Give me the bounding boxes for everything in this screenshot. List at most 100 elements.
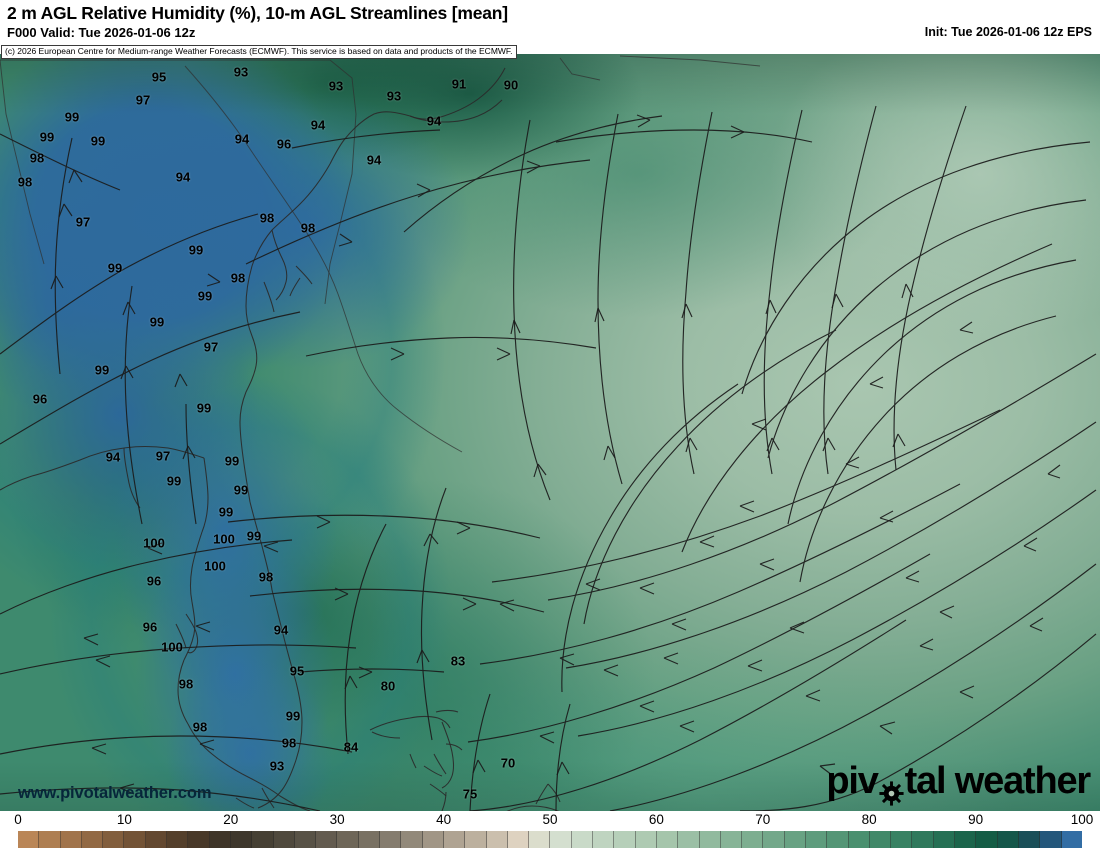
- brand-text-post: tal weather: [904, 760, 1092, 802]
- humidity-value-label: 98: [281, 735, 297, 751]
- valid-time-label: F000 Valid: Tue 2026-01-06 12z: [7, 25, 196, 40]
- colorbar-swatch[interactable]: [1040, 831, 1062, 848]
- colorbar-swatch[interactable]: [1018, 831, 1041, 848]
- colorbar-swatch[interactable]: [912, 831, 934, 848]
- colorbar[interactable]: 0 10 20 30 40 50 60 70 80 90 100: [0, 811, 1100, 850]
- humidity-value-label: 98: [259, 210, 275, 226]
- colorbar-swatch[interactable]: [827, 831, 849, 848]
- humidity-value-label: 99: [233, 482, 249, 498]
- colorbar-swatch[interactable]: [571, 831, 594, 848]
- gear-icon: [879, 773, 904, 806]
- humidity-value-label: 95: [289, 663, 305, 679]
- colorbar-swatch[interactable]: [997, 831, 1019, 848]
- humidity-value-label: 99: [188, 242, 204, 258]
- colorbar-swatch[interactable]: [337, 831, 359, 848]
- humidity-value-label: 99: [218, 504, 234, 520]
- colorbar-swatch[interactable]: [273, 831, 295, 848]
- humidity-value-label: 83: [450, 653, 466, 669]
- humidity-value-label: 99: [246, 528, 262, 544]
- humidity-value-label: 96: [146, 573, 162, 589]
- colorbar-tick: 80: [861, 812, 877, 827]
- colorbar-swatch[interactable]: [976, 831, 998, 848]
- colorbar-swatch[interactable]: [869, 831, 892, 848]
- colorbar-tick: 0: [14, 812, 22, 827]
- colorbar-swatch[interactable]: [593, 831, 615, 848]
- colorbar-swatch[interactable]: [167, 831, 189, 848]
- humidity-value-label: 94: [273, 622, 289, 638]
- humidity-value-label: 99: [90, 133, 106, 149]
- colorbar-swatch[interactable]: [422, 831, 444, 848]
- colorbar-swatch[interactable]: [699, 831, 721, 848]
- humidity-value-label: 99: [149, 314, 165, 330]
- humidity-value-label: 93: [386, 88, 402, 104]
- humidity-value-label: 100: [161, 639, 183, 655]
- colorbar-swatch[interactable]: [486, 831, 508, 848]
- colorbar-swatch[interactable]: [252, 831, 274, 848]
- colorbar-swatch[interactable]: [550, 831, 572, 848]
- colorbar-swatch[interactable]: [145, 831, 168, 848]
- humidity-value-label: 99: [107, 260, 123, 276]
- colorbar-swatch[interactable]: [294, 831, 317, 848]
- colorbar-swatch[interactable]: [635, 831, 657, 848]
- init-time-label: Init: Tue 2026-01-06 12z EPS: [924, 25, 1092, 39]
- colorbar-swatch[interactable]: [39, 831, 61, 848]
- colorbar-swatch[interactable]: [656, 831, 679, 848]
- colorbar-swatch[interactable]: [124, 831, 146, 848]
- humidity-value-label: 97: [75, 214, 91, 230]
- colorbar-gradient[interactable]: [18, 831, 1082, 848]
- humidity-value-label: 99: [64, 109, 80, 125]
- humidity-value-label: 93: [269, 758, 285, 774]
- humidity-value-label: 98: [300, 220, 316, 236]
- colorbar-swatch[interactable]: [18, 831, 40, 848]
- colorbar-tick: 40: [436, 812, 452, 827]
- colorbar-swatch[interactable]: [1061, 831, 1082, 848]
- colorbar-swatch[interactable]: [529, 831, 551, 848]
- humidity-value-label: 90: [503, 77, 519, 93]
- humidity-value-label: 99: [196, 400, 212, 416]
- humidity-value-label: 98: [17, 174, 33, 190]
- colorbar-swatch[interactable]: [933, 831, 956, 848]
- map-vignette: [0, 54, 1100, 811]
- pivotal-weather-logo: piv: [826, 760, 1092, 806]
- colorbar-swatch[interactable]: [401, 831, 423, 848]
- map-canvas[interactable]: 95 93 97 93 91 90 93 99 99 99 94 94 96 94 98 94 98 94 97 98…: [0, 54, 1100, 811]
- humidity-value-label: 99: [39, 129, 55, 145]
- colorbar-swatch[interactable]: [60, 831, 82, 848]
- humidity-value-label: 100: [143, 535, 165, 551]
- colorbar-swatch[interactable]: [316, 831, 338, 848]
- humidity-value-label: 99: [166, 473, 182, 489]
- colorbar-tick: 70: [755, 812, 771, 827]
- colorbar-swatch[interactable]: [891, 831, 913, 848]
- colorbar-swatch[interactable]: [230, 831, 253, 848]
- colorbar-swatch[interactable]: [784, 831, 806, 848]
- colorbar-swatch[interactable]: [209, 831, 231, 848]
- colorbar-swatch[interactable]: [848, 831, 870, 848]
- colorbar-swatch[interactable]: [103, 831, 125, 848]
- colorbar-swatch[interactable]: [188, 831, 210, 848]
- colorbar-swatch[interactable]: [742, 831, 764, 848]
- humidity-value-label: 70: [500, 755, 516, 771]
- humidity-value-label: 96: [32, 391, 48, 407]
- colorbar-swatch[interactable]: [507, 831, 530, 848]
- humidity-value-label: 99: [197, 288, 213, 304]
- colorbar-swatch[interactable]: [720, 831, 743, 848]
- colorbar-swatch[interactable]: [763, 831, 785, 848]
- colorbar-swatch[interactable]: [805, 831, 828, 848]
- humidity-value-label: 93: [233, 64, 249, 80]
- colorbar-tick: 100: [1070, 812, 1094, 827]
- colorbar-swatch[interactable]: [678, 831, 700, 848]
- colorbar-swatch[interactable]: [358, 831, 381, 848]
- colorbar-swatch[interactable]: [443, 831, 466, 848]
- humidity-value-label: 84: [343, 739, 359, 755]
- humidity-value-label: 96: [276, 136, 292, 152]
- colorbar-tick: 20: [223, 812, 239, 827]
- colorbar-tick-labels: 0 10 20 30 40 50 60 70 80 90 100: [0, 811, 1100, 830]
- colorbar-swatch[interactable]: [955, 831, 977, 848]
- colorbar-tick: 30: [329, 812, 345, 827]
- colorbar-swatch[interactable]: [465, 831, 487, 848]
- colorbar-swatch[interactable]: [614, 831, 636, 848]
- colorbar-swatch[interactable]: [81, 831, 104, 848]
- humidity-value-label: 94: [426, 113, 442, 129]
- colorbar-swatch[interactable]: [380, 831, 402, 848]
- humidity-value-label: 95: [151, 69, 167, 85]
